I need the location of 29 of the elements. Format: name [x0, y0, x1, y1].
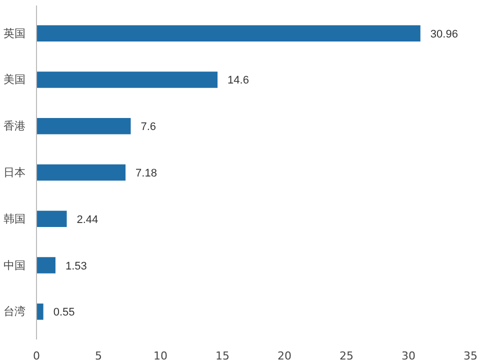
- y-tick-label: 日本: [4, 166, 26, 179]
- bar: [36, 164, 126, 181]
- bar: [36, 72, 218, 88]
- data-label: 7.18: [136, 168, 157, 180]
- y-tick-label: 中国: [4, 258, 26, 272]
- bar: [36, 25, 420, 42]
- y-tick-label: 韩国: [4, 212, 26, 226]
- bar: [36, 304, 44, 320]
- bar: [36, 257, 56, 274]
- data-label: 14.6: [228, 74, 249, 87]
- bar: [36, 210, 67, 228]
- y-tick-label: 美国: [4, 73, 26, 86]
- x-tick-label: 15: [216, 350, 230, 362]
- x-tick-label: 25: [340, 350, 354, 362]
- bar: [36, 118, 131, 134]
- x-tick-label: 5: [95, 350, 102, 362]
- data-label: 7.6: [140, 121, 156, 134]
- x-tick-label: 35: [464, 350, 478, 362]
- x-tick-label: 30: [402, 350, 416, 362]
- y-tick-label: 英国: [4, 26, 26, 40]
- x-tick-label: 10: [154, 350, 168, 362]
- y-tick-label: 台湾: [4, 305, 26, 318]
- y-tick-label: 香港: [4, 120, 26, 133]
- x-tick-label: 0: [33, 350, 40, 362]
- data-label: 30.96: [430, 28, 458, 40]
- data-label: 2.44: [76, 214, 98, 226]
- data-label: 1.53: [65, 260, 87, 272]
- data-label: 0.55: [53, 306, 75, 319]
- x-tick-label: 20: [278, 350, 292, 362]
